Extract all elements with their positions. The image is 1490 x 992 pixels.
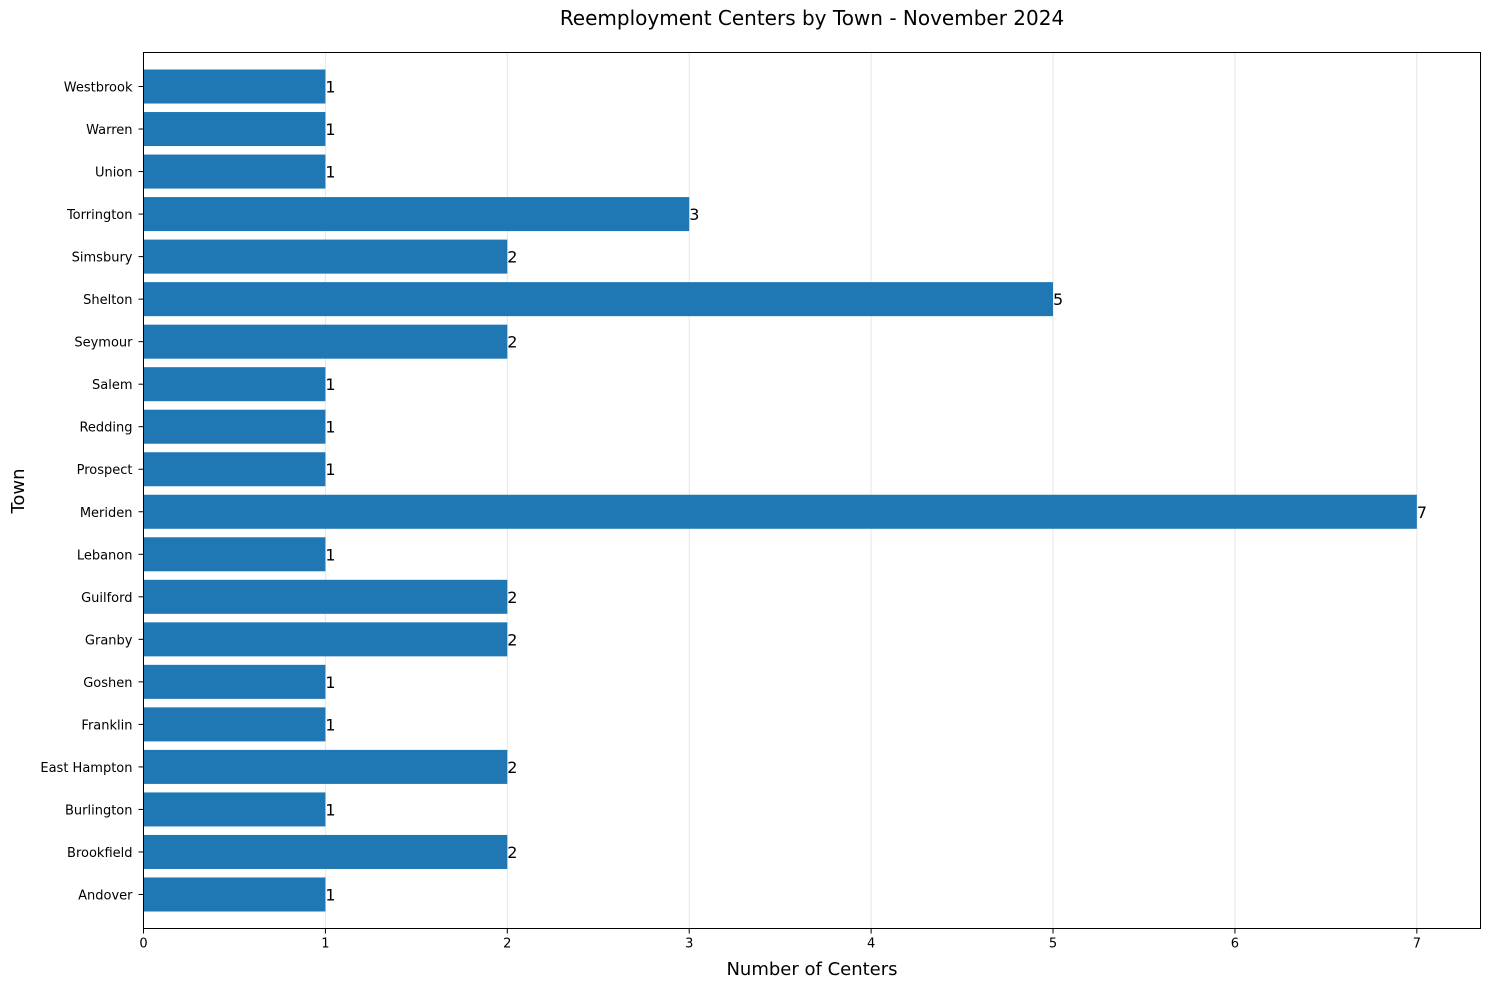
data-label: 2 <box>507 843 517 862</box>
y-tick-label: Andover <box>78 888 133 903</box>
bar <box>143 494 1417 529</box>
y-tick-label: Seymour <box>74 336 133 351</box>
y-tick-label: Brookfield <box>67 846 132 861</box>
bar <box>143 197 690 232</box>
grid-lines <box>143 52 1418 929</box>
y-tick-label: East Hampton <box>40 761 132 776</box>
bar <box>143 664 326 699</box>
y-tick-label: Warren <box>86 123 132 138</box>
x-tick-label: 1 <box>321 937 329 952</box>
y-tick-label: Union <box>95 166 133 181</box>
y-axis-label: Town <box>8 468 29 514</box>
chart-title: Reemployment Centers by Town - November … <box>560 6 1064 30</box>
data-label: 5 <box>1053 290 1063 309</box>
y-tick-label: Guilford <box>81 591 132 606</box>
bar <box>143 622 508 657</box>
bar <box>143 324 508 359</box>
data-label: 2 <box>507 758 517 777</box>
y-tick-label: Burlington <box>65 803 133 818</box>
data-label: 2 <box>507 630 517 649</box>
x-tick-label: 3 <box>685 937 693 952</box>
data-label: 1 <box>325 715 335 734</box>
bar <box>143 69 326 104</box>
data-label: 1 <box>325 673 335 692</box>
y-tick-label: Lebanon <box>77 548 133 563</box>
y-tick-label: Granby <box>85 633 133 648</box>
x-axis-ticks: 0 1 2 3 4 5 6 7 <box>139 928 1421 952</box>
bar <box>143 537 326 572</box>
bars <box>143 69 1417 912</box>
bar <box>143 792 326 827</box>
data-label: 3 <box>689 205 699 224</box>
y-tick-label: Goshen <box>83 676 132 691</box>
y-tick-label: Redding <box>79 421 132 436</box>
bar <box>143 239 508 274</box>
y-tick-label: Franklin <box>81 718 132 733</box>
y-tick-label: Prospect <box>77 463 133 478</box>
bar <box>143 112 326 147</box>
y-tick-label: Meriden <box>80 506 133 521</box>
bar <box>143 154 326 189</box>
data-label: 1 <box>325 460 335 479</box>
x-axis-label: Number of Centers <box>726 959 897 980</box>
x-tick-label: 0 <box>139 937 147 952</box>
data-label: 1 <box>325 800 335 819</box>
bar <box>143 367 326 402</box>
data-label: 1 <box>325 885 335 904</box>
data-label: 2 <box>507 333 517 352</box>
y-tick-label: Salem <box>92 378 133 393</box>
y-tick-label: Torrington <box>66 208 133 223</box>
plot-frame <box>143 52 1481 929</box>
x-tick-label: 5 <box>1049 937 1057 952</box>
x-tick-label: 6 <box>1231 937 1239 952</box>
data-label: 2 <box>507 248 517 267</box>
bar <box>143 749 508 784</box>
x-tick-label: 4 <box>867 937 875 952</box>
y-tick-label: Shelton <box>83 293 132 308</box>
data-label: 1 <box>325 418 335 437</box>
bar <box>143 707 326 742</box>
data-label: 1 <box>325 163 335 182</box>
y-tick-label: Simsbury <box>72 251 133 266</box>
data-labels: 1 2 1 2 1 1 2 2 1 7 1 1 1 2 5 2 3 1 1 1 <box>325 78 1427 905</box>
bar <box>143 282 1054 317</box>
bar <box>143 877 326 912</box>
bar <box>143 579 508 614</box>
data-label: 1 <box>325 120 335 139</box>
data-label: 2 <box>507 588 517 607</box>
data-label: 1 <box>325 78 335 97</box>
data-label: 1 <box>325 545 335 564</box>
bar <box>143 834 508 869</box>
bar <box>143 452 326 487</box>
data-label: 1 <box>325 375 335 394</box>
data-label: 7 <box>1417 503 1427 522</box>
y-tick-label: Westbrook <box>64 81 133 96</box>
y-axis-ticks: Andover Brookfield Burlington East Hampton F… <box>40 81 144 903</box>
bar <box>143 409 326 444</box>
x-tick-label: 2 <box>503 937 511 952</box>
x-tick-label: 7 <box>1413 937 1421 952</box>
